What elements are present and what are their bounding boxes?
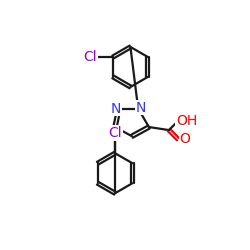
Text: Cl: Cl xyxy=(83,50,97,64)
Text: N: N xyxy=(135,101,146,115)
Text: Cl: Cl xyxy=(108,126,122,140)
Text: N: N xyxy=(110,102,121,116)
Text: OH: OH xyxy=(176,114,197,128)
Text: O: O xyxy=(180,132,190,146)
